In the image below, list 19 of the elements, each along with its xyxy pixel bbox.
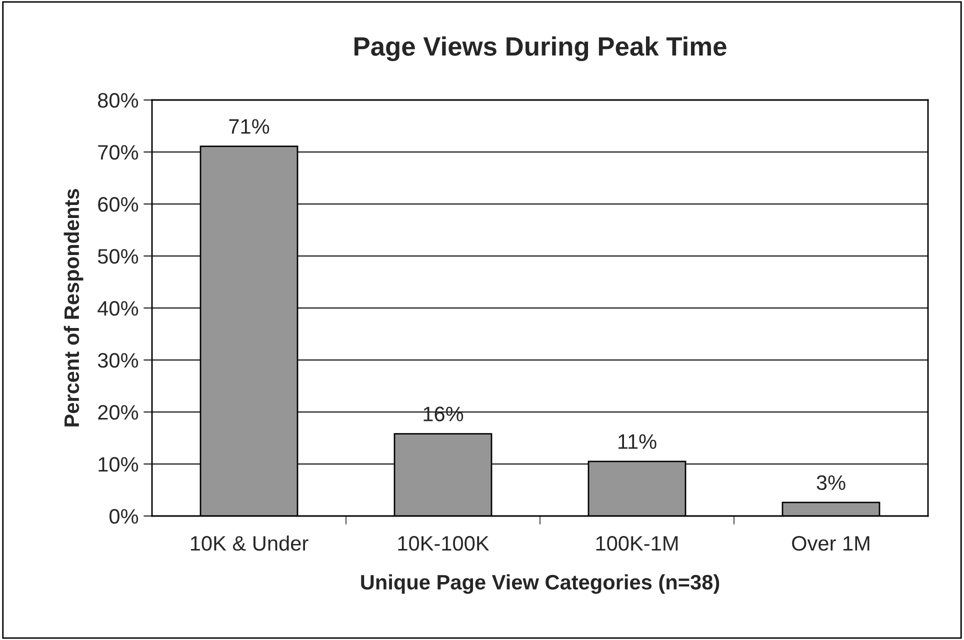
data-label: 71% (229, 119, 270, 134)
y-tick-label: 10% (98, 457, 138, 472)
y-tick-label: 30% (98, 353, 138, 368)
y-tick-label: 20% (98, 405, 138, 420)
y-axis-title: Percent of Respondents (64, 189, 84, 426)
x-tick-label: 10K-100K (398, 536, 490, 551)
y-tick-label: 50% (98, 249, 138, 264)
x-tick-label: 100K-1M (596, 536, 678, 551)
x-axis-title: Unique Page View Categories (n=38) (361, 574, 720, 594)
y-tick-label: 40% (98, 301, 138, 316)
y-tick-label: 60% (98, 197, 138, 212)
x-tick-label: 10K & Under (190, 535, 308, 551)
x-tick-label: Over 1M (792, 536, 870, 551)
y-tick-label: 80% (98, 93, 138, 108)
data-label: 3% (816, 475, 846, 490)
data-label: 11% (618, 434, 656, 449)
y-tick-label: 0% (110, 509, 138, 524)
y-tick-label: 70% (98, 145, 138, 160)
chart-title: Page Views During Peak Time (354, 36, 726, 62)
